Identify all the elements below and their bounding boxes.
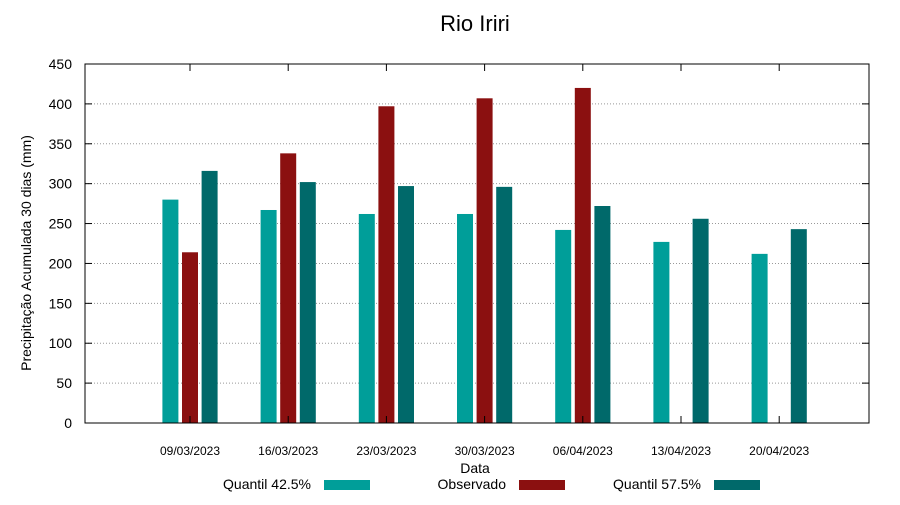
bar [751, 253, 768, 423]
bar [574, 87, 591, 423]
x-tick-label: 30/03/2023 [455, 444, 515, 458]
chart-title: Rio Iriri [440, 11, 510, 36]
x-axis-ticks: 09/03/2023 16/03/2023 23/03/2023 30/03/2023… [160, 64, 810, 458]
bars [162, 87, 807, 423]
y-tick-label: 150 [49, 295, 73, 311]
bar [378, 106, 395, 423]
bar [182, 252, 198, 423]
y-tick-label: 400 [49, 96, 73, 112]
bar [358, 213, 375, 423]
y-tick-label: 100 [49, 335, 73, 351]
y-axis-ticks: 0 50 100 150 200 250 300 350 400 450 [49, 56, 869, 431]
y-tick-label: 450 [49, 56, 73, 72]
legend-label: Quantil 42.5% [223, 476, 311, 492]
bar [280, 153, 297, 423]
legend-swatch [324, 480, 370, 490]
plot-frame [84, 63, 870, 424]
x-tick-label: 16/03/2023 [258, 444, 318, 458]
bar [555, 229, 572, 423]
y-tick-label: 0 [64, 415, 72, 431]
x-tick-label: 23/03/2023 [356, 444, 416, 458]
x-tick-label: 09/03/2023 [160, 444, 220, 458]
y-tick-label: 50 [56, 375, 72, 391]
bar [692, 218, 709, 423]
y-axis-label: Precipitação Acumulada 30 dias (mm) [18, 135, 34, 371]
legend-swatch [714, 480, 760, 490]
bar [790, 229, 807, 423]
y-tick-label: 350 [49, 136, 73, 152]
legend: Quantil 42.5% Observado Quantil 57.5% [223, 476, 760, 492]
bar [457, 213, 473, 423]
legend-label: Observado [438, 476, 507, 492]
y-tick-label: 300 [49, 176, 73, 192]
bar [299, 182, 316, 423]
x-tick-label: 13/04/2023 [651, 444, 711, 458]
y-tick-label: 200 [49, 255, 73, 271]
x-tick-label: 20/04/2023 [749, 444, 809, 458]
legend-swatch [519, 480, 565, 490]
bar [594, 206, 611, 423]
bar [398, 186, 414, 423]
bar [496, 186, 513, 423]
bar [653, 241, 670, 423]
legend-label: Quantil 57.5% [613, 476, 701, 492]
bar [476, 98, 493, 423]
x-tick-label: 06/04/2023 [553, 444, 613, 458]
y-tick-label: 250 [49, 216, 73, 232]
bar [162, 199, 179, 423]
x-axis-label: Data [460, 460, 490, 476]
bar [201, 170, 218, 423]
bar [260, 209, 277, 423]
